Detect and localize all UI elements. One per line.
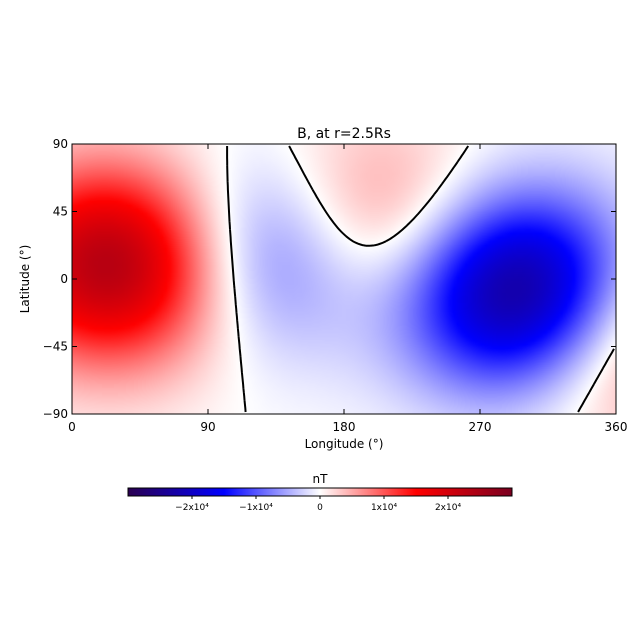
y-tick-label: 45 (53, 205, 68, 219)
x-tick-label: 180 (333, 420, 356, 434)
x-tick-label: 270 (469, 420, 492, 434)
x-tick-label: 90 (200, 420, 215, 434)
chart-title: B, at r=2.5Rs (297, 126, 391, 142)
colorbar-label: nT (313, 472, 329, 486)
colorbar-ticks: −2x10⁴ −1x10⁴ 0 1x10⁴ 2x10⁴ (175, 496, 461, 513)
colorbar-tick-label: 2x10⁴ (435, 503, 462, 513)
x-ticks: 0 90 180 270 360 (68, 144, 627, 434)
y-tick-label: −45 (43, 340, 68, 354)
y-tick-label: 0 (60, 272, 68, 286)
colorbar-tick-label: −1x10⁴ (239, 503, 273, 513)
x-tick-label: 360 (605, 420, 628, 434)
zero-contour (226, 145, 615, 413)
y-tick-label: 90 (53, 137, 68, 151)
colorbar-tick-label: 0 (317, 503, 323, 513)
y-tick-label: −90 (43, 407, 68, 421)
zero-contour-line (226, 145, 615, 413)
x-tick-label: 0 (68, 420, 76, 434)
heatmap-field (72, 144, 616, 414)
y-axis-label: Latitude (°) (18, 245, 32, 314)
colorbar-tick-label: −2x10⁴ (175, 503, 209, 513)
colorbar-tick-label: 1x10⁴ (371, 503, 398, 513)
x-axis-label: Longitude (°) (305, 437, 384, 451)
y-ticks: 90 45 0 −45 −90 (43, 137, 616, 421)
colorbar (127, 487, 513, 497)
field-raster (72, 144, 616, 414)
